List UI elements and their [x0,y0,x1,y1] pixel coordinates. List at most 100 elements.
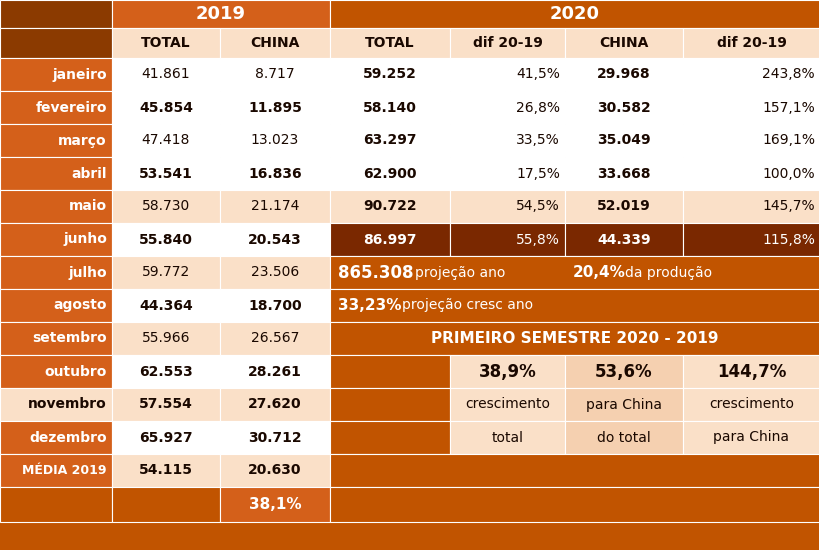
Bar [564,157,682,190]
Text: TOTAL: TOTAL [141,36,191,50]
Bar [329,0,819,28]
Text: 20,4%: 20,4% [572,265,625,280]
Text: 23.506: 23.506 [251,266,299,279]
Text: 53.541: 53.541 [139,167,192,180]
Bar [0,289,112,322]
Text: março: março [58,134,106,147]
Bar [564,388,682,421]
Bar [329,289,819,322]
Text: 86.997: 86.997 [363,233,416,246]
Bar [564,28,682,58]
Bar [329,190,450,223]
Text: 55.840: 55.840 [139,233,192,246]
Text: abril: abril [71,167,106,180]
Bar [112,190,219,223]
Text: 17,5%: 17,5% [515,167,559,180]
Bar [112,0,329,28]
Text: 8.717: 8.717 [255,68,295,81]
Text: outubro: outubro [44,365,106,378]
Text: 52.019: 52.019 [596,200,650,213]
Bar [0,355,112,388]
Bar [329,157,450,190]
Text: TOTAL: TOTAL [364,36,414,50]
Bar [112,322,219,355]
Text: maio: maio [69,200,106,213]
Text: 30.712: 30.712 [248,431,301,444]
Text: 11.895: 11.895 [248,101,301,114]
Text: 169,1%: 169,1% [761,134,814,147]
Bar [219,91,329,124]
Bar [564,421,682,454]
Text: 59.772: 59.772 [142,266,190,279]
Bar [0,190,112,223]
Text: 63.297: 63.297 [363,134,416,147]
Bar [329,421,450,454]
Text: 90.722: 90.722 [363,200,416,213]
Text: 29.968: 29.968 [596,68,650,81]
Bar [219,124,329,157]
Text: projeção ano: projeção ano [414,266,505,279]
Bar [0,487,112,522]
Text: CHINA: CHINA [250,36,299,50]
Text: 26.567: 26.567 [251,332,299,345]
Bar [450,157,564,190]
Bar [219,487,329,522]
Text: do total: do total [596,431,650,444]
Bar [219,388,329,421]
Bar [112,289,219,322]
Bar [112,355,219,388]
Bar [564,124,682,157]
Bar [219,28,329,58]
Text: 13.023: 13.023 [251,134,299,147]
Bar [219,322,329,355]
Bar [219,190,329,223]
Bar [329,388,450,421]
Bar [329,28,450,58]
Text: PRIMEIRO SEMESTRE 2020 - 2019: PRIMEIRO SEMESTRE 2020 - 2019 [431,331,718,346]
Bar [219,454,329,487]
Bar [329,256,819,289]
Text: 62.553: 62.553 [139,365,192,378]
Text: 243,8%: 243,8% [762,68,814,81]
Bar [450,124,564,157]
Text: 55,8%: 55,8% [515,233,559,246]
Bar [112,91,219,124]
Text: 44.339: 44.339 [596,233,650,246]
Bar [329,58,450,91]
Bar [219,58,329,91]
Bar [0,0,112,28]
Text: 18.700: 18.700 [248,299,301,312]
Bar [450,58,564,91]
Text: MÉDIA 2019: MÉDIA 2019 [22,464,106,477]
Bar [564,223,682,256]
Bar [219,421,329,454]
Bar [450,388,564,421]
Text: 144,7%: 144,7% [716,362,785,381]
Bar [450,355,564,388]
Text: 145,7%: 145,7% [762,200,814,213]
Text: para China: para China [713,431,789,444]
Bar [112,58,219,91]
Text: para China: para China [586,398,661,411]
Bar [682,421,819,454]
Text: dezembro: dezembro [29,431,106,444]
Text: 55.966: 55.966 [142,332,190,345]
Bar [329,355,450,388]
Text: 33,23%: 33,23% [337,298,401,313]
Text: junho: junho [63,233,106,246]
Text: 865.308: 865.308 [337,263,413,282]
Text: 58.140: 58.140 [363,101,416,114]
Bar [112,157,219,190]
Bar [112,421,219,454]
Bar [329,223,450,256]
Bar [682,58,819,91]
Text: 65.927: 65.927 [139,431,192,444]
Text: 35.049: 35.049 [596,134,650,147]
Text: total: total [491,431,523,444]
Text: da produção: da produção [624,266,711,279]
Bar [682,157,819,190]
Bar [0,223,112,256]
Text: 115,8%: 115,8% [761,233,814,246]
Text: fevereiro: fevereiro [35,101,106,114]
Text: CHINA: CHINA [599,36,648,50]
